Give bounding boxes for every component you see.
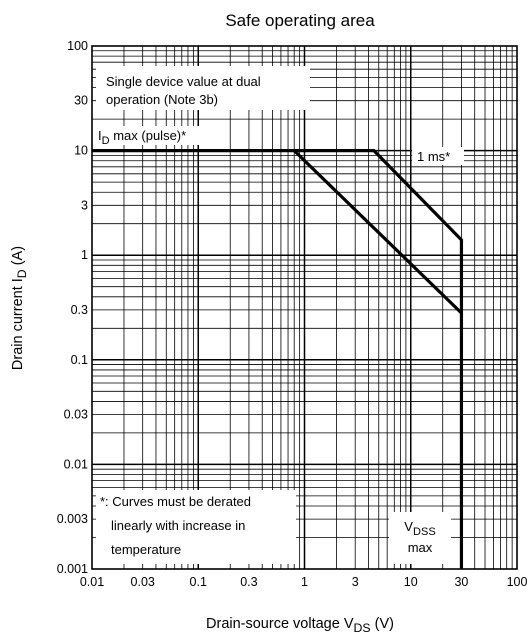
x-tick-label: 3 [352,575,359,589]
chart-title: Safe operating area [225,11,375,30]
single-device-note-line: operation (Note 3b) [106,92,218,107]
one-ms-box [412,147,464,165]
y-tick-label: 30 [74,94,88,108]
subscript: DS [354,621,371,635]
x-tick-label: 0.01 [80,575,104,589]
x-tick-label: 0.1 [190,575,207,589]
axis-titles: Drain-source voltage VDS (V) Drain curren… [10,246,394,635]
one-ms-label: 1 ms* [417,149,450,164]
id-max-box [96,126,214,145]
y-tick-label: 0.01 [64,457,88,471]
x-tick-label: 100 [507,575,528,589]
plot-frame [91,45,518,570]
series-line-1 [92,149,464,569]
text-part: Drain-source voltage V [206,616,354,632]
text-part: V [404,519,413,534]
id-max-label: ID max (pulse)* [98,128,186,147]
vdss-max-label: max [408,540,433,555]
y-tick-label: 0.1 [71,353,88,367]
subscript: DSS [413,526,436,538]
y-tick-label: 1 [81,248,88,262]
tick-labels: 0.01 0.03 0.1 0.3 1 3 10 30 100 100 30 10 3 1 0.3 0.1 0.… [57,39,528,589]
text-part: I [98,128,102,143]
y-tick-label: 100 [67,39,88,53]
vdss-label: VDSS [404,519,435,538]
series [92,149,464,569]
text-part: max (pulse)* [110,128,187,143]
y-tick-label: 0.3 [71,303,88,317]
subscript: D [15,269,29,278]
y-axis-title: Drain current ID (A) [10,246,29,370]
x-tick-label: 0.03 [131,575,155,589]
x-tick-label: 0.3 [240,575,257,589]
derating-note-line: temperature [111,542,181,557]
x-tick-label: 30 [454,575,468,589]
note-box [96,490,296,564]
subscript: D [102,135,110,147]
y-tick-label: 0.001 [57,562,88,576]
y-tick-label: 0.03 [64,407,88,421]
single-device-box [96,66,310,110]
single-device-note-line: Single device value at dual [106,74,261,89]
y-tick-label: 3 [81,198,88,212]
text-part: (V) [371,616,394,632]
y-tick-label: 0.003 [57,512,88,526]
y-tick-label: 10 [74,144,88,158]
x-axis-title: Drain-source voltage VDS (V) [206,616,394,635]
annotations: Single device value at dual operation (No… [98,74,450,557]
text-part: Drain current I [10,278,26,370]
series-line-2 [293,149,463,315]
derating-note-line: linearly with increase in [111,518,245,533]
annotation-boxes [96,66,464,564]
derating-note-line: *: Curves must be derated [100,494,251,509]
vdss-box [389,512,451,564]
x-tick-label: 1 [301,575,308,589]
x-tick-label: 10 [404,575,418,589]
text-part: (A) [10,246,26,269]
